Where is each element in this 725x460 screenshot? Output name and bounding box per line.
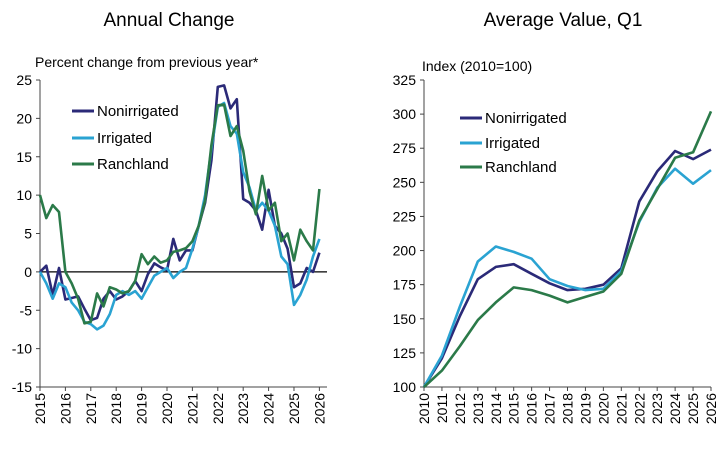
- x-tick-label: 2020: [159, 393, 175, 424]
- x-tick-label: 2025: [685, 393, 701, 424]
- legend-label-ranchland: Ranchland: [485, 159, 557, 176]
- x-tick-label: 2016: [524, 393, 540, 424]
- x-tick-label: 2026: [311, 393, 327, 424]
- chart-title: Average Value, Q1: [484, 10, 643, 31]
- y-tick-label: 225: [393, 208, 417, 224]
- x-tick-label: 2015: [32, 393, 48, 424]
- legend-label-nonirrigated: Nonirrigated: [485, 110, 567, 127]
- x-tick-label: 2016: [57, 393, 73, 424]
- y-axis-ticks: 325 300 275 250 225 200 175 150 125 100: [393, 72, 417, 395]
- y-tick-label: 200: [393, 243, 417, 259]
- x-tick-label: 2021: [184, 393, 200, 424]
- series-line-ranchland: [38, 103, 321, 325]
- x-tick-label: 2018: [108, 393, 124, 424]
- chart-subtitle: Percent change from previous year*: [35, 54, 259, 70]
- y-tick-label: 250: [393, 174, 417, 190]
- y-tick-label: -10: [12, 341, 32, 357]
- y-tick-label: 325: [393, 72, 417, 88]
- y-tick-label: 10: [16, 187, 32, 203]
- series-line-nonirrigated: [39, 84, 321, 322]
- x-tick-label: 2021: [613, 393, 629, 424]
- series-lines: [422, 110, 713, 388]
- legend-label-nonirrigated: Nonirrigated: [97, 103, 179, 120]
- legend-label-irrigated: Irrigated: [97, 130, 152, 147]
- y-tick-label: 150: [393, 311, 417, 327]
- x-tick-label: 2018: [560, 393, 576, 424]
- x-tick-label: 2023: [235, 393, 251, 424]
- annual-change-chart: Annual Change Percent change from previo…: [12, 10, 328, 424]
- series-line-irrigated: [422, 167, 712, 388]
- y-tick-label: 0: [24, 264, 32, 280]
- y-tick-label: 5: [24, 226, 32, 242]
- y-tick-label: 275: [393, 140, 417, 156]
- y-axis-ticks: 25 20 15 10 5 0 -5 -10 -15: [12, 72, 32, 395]
- x-tick-label: 2014: [488, 393, 504, 424]
- y-tick-label: 125: [393, 345, 417, 361]
- x-tick-label: 2024: [261, 393, 277, 424]
- x-tick-label: 2010: [416, 393, 432, 424]
- y-tick-label: -5: [20, 302, 33, 318]
- x-tick-label: 2020: [595, 393, 611, 424]
- x-tick-label: 2011: [434, 393, 450, 423]
- series-line-ranchland: [423, 110, 713, 388]
- legend-label-ranchland: Ranchland: [97, 156, 169, 173]
- x-tick-label: 2017: [83, 393, 99, 424]
- y-tick-label: 175: [393, 277, 417, 293]
- y-tick-label: 100: [393, 379, 417, 395]
- x-tick-label: 2019: [134, 393, 150, 424]
- x-tick-label: 2022: [210, 393, 226, 424]
- y-tick-label: -15: [12, 379, 32, 395]
- chart-subtitle: Index (2010=100): [422, 58, 532, 74]
- x-axis-ticks: 2010 2011 2012 2013 2014 2015 2016 2017 2018 2019…: [416, 393, 719, 424]
- x-tick-label: 2015: [506, 393, 522, 424]
- x-tick-label: 2025: [286, 393, 302, 424]
- y-tick-label: 20: [16, 110, 32, 126]
- series-line-nonirrigated: [422, 148, 712, 388]
- x-tick-label: 2024: [667, 393, 683, 424]
- y-tick-label: 15: [16, 149, 32, 165]
- average-value-chart: Average Value, Q1 Index (2010=100) 325 30…: [393, 10, 719, 424]
- series-lines: [38, 84, 321, 331]
- y-tick-label: 300: [393, 106, 417, 122]
- x-tick-label: 2026: [703, 393, 719, 424]
- legend: Nonirrigated Irrigated Ranchland: [460, 110, 567, 176]
- legend: Nonirrigated Irrigated Ranchland: [72, 103, 179, 173]
- axes: [420, 79, 712, 391]
- x-tick-label: 2023: [649, 393, 665, 424]
- axes: [36, 79, 327, 391]
- legend-label-irrigated: Irrigated: [485, 135, 540, 152]
- chart-title: Annual Change: [104, 10, 235, 31]
- x-axis-ticks: 2015 2016 2017 2018 2019 2020 2021 2022 2023 2024…: [32, 393, 327, 424]
- x-tick-label: 2013: [470, 393, 486, 424]
- x-tick-label: 2022: [631, 393, 647, 424]
- x-tick-label: 2019: [577, 393, 593, 424]
- y-tick-label: 25: [16, 72, 32, 88]
- x-tick-label: 2017: [542, 393, 558, 424]
- x-tick-label: 2012: [452, 393, 468, 424]
